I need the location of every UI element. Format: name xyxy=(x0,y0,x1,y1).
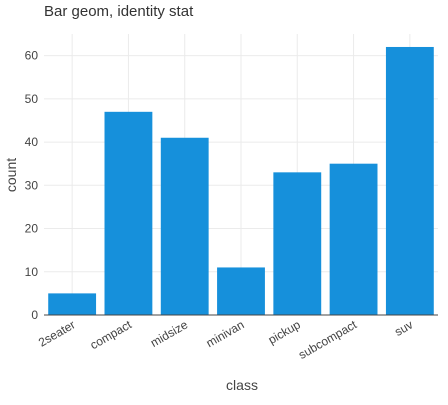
y-tick-label: 0 xyxy=(31,308,38,322)
bar-layer xyxy=(48,46,434,315)
bar-subcompact xyxy=(329,163,378,315)
y-tick-label: 50 xyxy=(25,92,39,106)
bar-pickup xyxy=(273,172,322,315)
x-tick-label: 2seater xyxy=(36,317,78,349)
x-axis-title: class xyxy=(226,377,258,393)
x-tick-label: minivan xyxy=(204,317,247,350)
y-tick-label: 30 xyxy=(25,178,39,192)
y-tick-label: 20 xyxy=(25,222,39,236)
y-axis-title: count xyxy=(3,158,19,192)
y-tick-label: 10 xyxy=(25,265,39,279)
bar-midsize xyxy=(160,137,209,315)
bar-compact xyxy=(104,111,153,315)
x-tick-label: subcompact xyxy=(296,317,360,362)
bar-minivan xyxy=(217,267,265,315)
x-tick-label: midsize xyxy=(148,317,191,350)
x-tick-label: suv xyxy=(392,317,415,338)
x-tick-label: compact xyxy=(88,317,135,352)
bar-2seater xyxy=(48,293,97,315)
x-tick-label: pickup xyxy=(266,317,303,347)
chart-title: Bar geom, identity stat xyxy=(44,3,194,20)
y-tick-label: 40 xyxy=(25,135,39,149)
bar-suv xyxy=(385,46,434,315)
y-tick-label: 60 xyxy=(25,49,39,63)
